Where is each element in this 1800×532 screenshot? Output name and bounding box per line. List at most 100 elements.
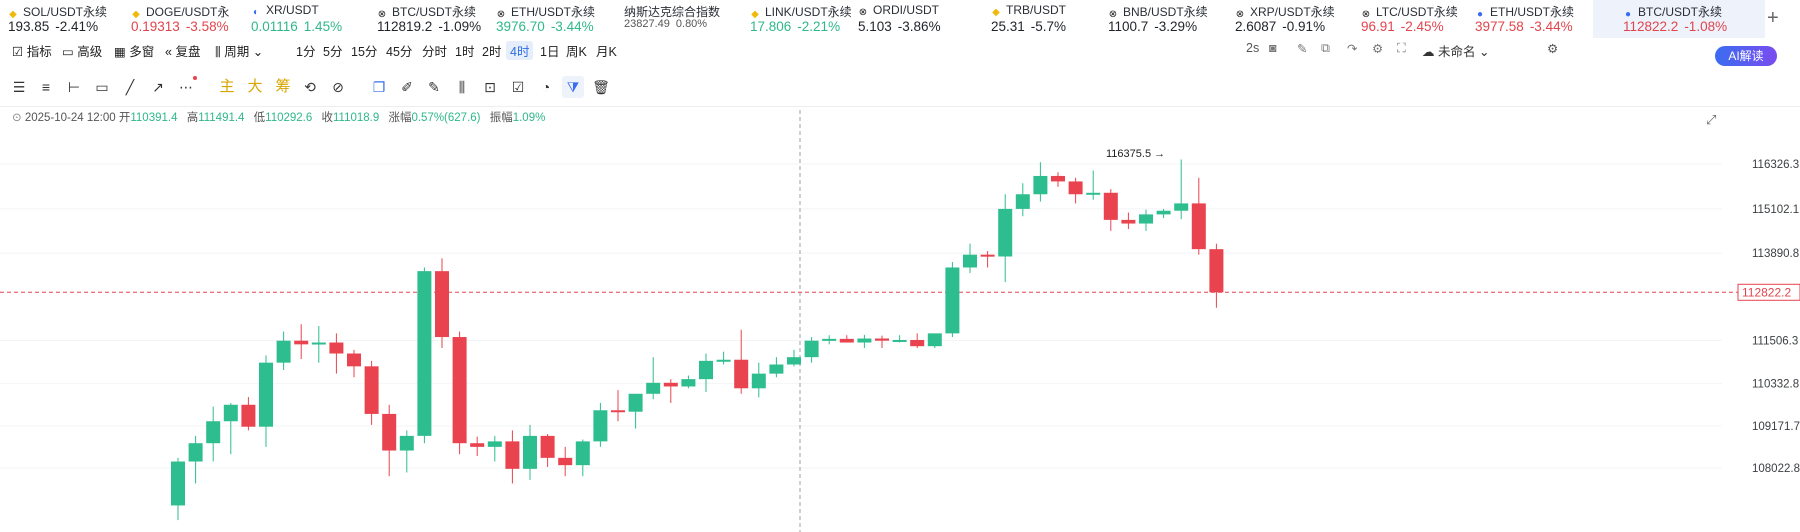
candle[interactable] [311,326,326,363]
candle[interactable] [241,397,256,431]
magnet-icon[interactable]: ◔ [541,79,551,95]
arrow-line-icon[interactable]: ↗ [152,79,164,95]
lock-icon[interactable]: ⊡ [484,79,496,95]
interval-button[interactable]: 月K [596,45,617,59]
candle[interactable] [857,334,872,349]
candle[interactable] [417,267,432,444]
candle[interactable] [910,333,925,349]
candle[interactable] [1139,209,1153,231]
candle[interactable] [558,446,573,477]
candle[interactable] [1191,177,1206,255]
interval-button[interactable]: 周K [566,45,587,59]
candle[interactable] [681,375,696,389]
candle[interactable] [470,436,485,457]
candle[interactable] [927,333,942,349]
interval-button[interactable]: 1分 [296,45,316,59]
candle[interactable] [804,337,819,363]
candle[interactable] [188,435,203,484]
share-icon[interactable]: ⧉ [1321,41,1330,55]
candle[interactable] [593,402,608,447]
candle[interactable] [1121,212,1136,230]
horizontal-line-icon[interactable]: ⊢ [67,79,81,95]
candlestick-chart[interactable]: 116326.3 115102.1 113890.8 111506.3 110332.8… [0,110,1800,532]
ticker-tab[interactable]: ◆ TRB/USDT 25.31 -5.7% [983,0,1100,38]
candle[interactable] [663,379,678,403]
add-tab-button[interactable]: + [1767,7,1779,29]
fullscreen-icon[interactable]: ⛶ [1397,41,1406,55]
candle[interactable] [259,355,273,447]
candle[interactable] [575,439,590,477]
candle[interactable] [523,424,537,480]
candle[interactable] [646,357,661,400]
trend-line-icon[interactable]: ╱ [125,79,135,95]
trash-icon[interactable]: 🗑 [592,79,610,95]
indicators-button[interactable]: ☑ 指标 [12,41,52,60]
copy-icon[interactable]: ❐ [372,79,386,95]
candle[interactable] [839,335,854,343]
candle[interactable] [628,393,643,429]
ticker-tab[interactable]: ◆ DOGE/USDT永 0.19313 -3.58% [123,0,243,38]
candle[interactable] [399,430,414,473]
candles-icon[interactable]: ⫼ [458,79,466,95]
collapse-icon[interactable]: ⊙ [12,112,22,124]
candle[interactable] [963,243,977,273]
candle[interactable] [1086,170,1101,200]
candle[interactable] [1033,162,1048,202]
ticker-tab[interactable]: ⊗ XRP/USDT永续 2.6087 -0.91% [1227,0,1353,38]
candle[interactable] [787,349,801,367]
interval-button[interactable]: 45分 [386,45,413,59]
main-force-toggle[interactable]: 主 [219,78,235,95]
ruler-icon[interactable]: ✐ [401,79,413,95]
candle[interactable] [435,258,449,349]
settings-icon[interactable]: ⚙ [1547,42,1559,56]
ticker-tab[interactable]: ⊗ ORDI/USDT 5.103 -3.86% [850,0,983,38]
interval-button[interactable]: 1日 [540,45,560,59]
pen-icon[interactable]: ✎ [428,79,440,95]
ticker-tab[interactable]: ⊗ BTC/USDT永续 112819.2 -1.09% [369,0,488,38]
ticker-tab[interactable]: ⊗ LTC/USDT永续 96.91 -2.45% [1353,0,1467,38]
candle[interactable] [540,434,555,468]
advanced-button[interactable]: ▭ 高级 [62,41,102,60]
candle[interactable] [611,390,625,422]
parallel-lines-icon[interactable]: ≡ [41,79,51,95]
interval-button[interactable]: 1时 [455,45,475,59]
ticker-tab[interactable]: ● BTC/USDT永续 112822.2 -1.08% [1593,0,1765,38]
period-dropdown[interactable]: ⫼ 周期 ⌄ [215,41,263,60]
candle[interactable] [699,353,713,392]
ticker-tab[interactable]: ⊗ BNB/USDT永续 1100.7 -3.29% [1100,0,1227,38]
ticker-tab[interactable]: 纳斯达克综合指数 23827.49 0.80% [616,0,742,38]
candle[interactable] [716,351,731,365]
candle[interactable] [998,194,1013,283]
more-icon[interactable]: ⋯ [175,76,197,98]
candle[interactable] [452,331,467,455]
candle[interactable] [1051,172,1065,187]
candle[interactable] [945,261,960,338]
ai-interpret-button[interactable]: AI解读 [1715,46,1777,66]
candle[interactable] [347,349,361,378]
sync-icon[interactable]: ⟲ [304,79,316,95]
candle[interactable] [980,250,995,268]
candle[interactable] [171,457,185,521]
candle[interactable] [822,335,837,345]
edit-icon[interactable]: ✎ [1297,42,1308,56]
no-draw-icon[interactable]: ⊘ [332,79,344,95]
redo-icon[interactable]: ↷ [1347,42,1358,56]
ticker-tab[interactable]: ⊗ ETH/USDT永续 3976.70 -3.44% [488,0,616,38]
candle[interactable] [1103,189,1118,231]
menu-lines-icon[interactable]: ☰ [12,79,26,95]
candle[interactable] [769,357,784,378]
ticker-tab[interactable]: ◆ SOL/USDT永续 193.85 -2.41% [0,0,123,38]
candle[interactable] [1068,177,1083,204]
refresh-rate[interactable]: 2s [1246,41,1260,55]
candle[interactable] [1209,243,1224,308]
layout-menu[interactable]: ☁ 未命名 ⌄ [1422,41,1489,60]
interval-button[interactable]: 15分 [351,45,378,59]
ticker-tab[interactable]: ◐ XR/USDT 0.01116 1.45% [243,0,369,38]
ticker-tab[interactable]: ● ETH/USDT永续 3977.58 -3.44% [1467,0,1593,38]
candle[interactable] [1174,159,1189,220]
candle[interactable] [329,333,344,374]
camera-icon[interactable]: ◙ [1269,41,1277,55]
rectangle-icon[interactable]: ▭ [95,79,109,95]
interval-button[interactable]: 5分 [323,45,343,59]
candle[interactable] [505,430,520,484]
